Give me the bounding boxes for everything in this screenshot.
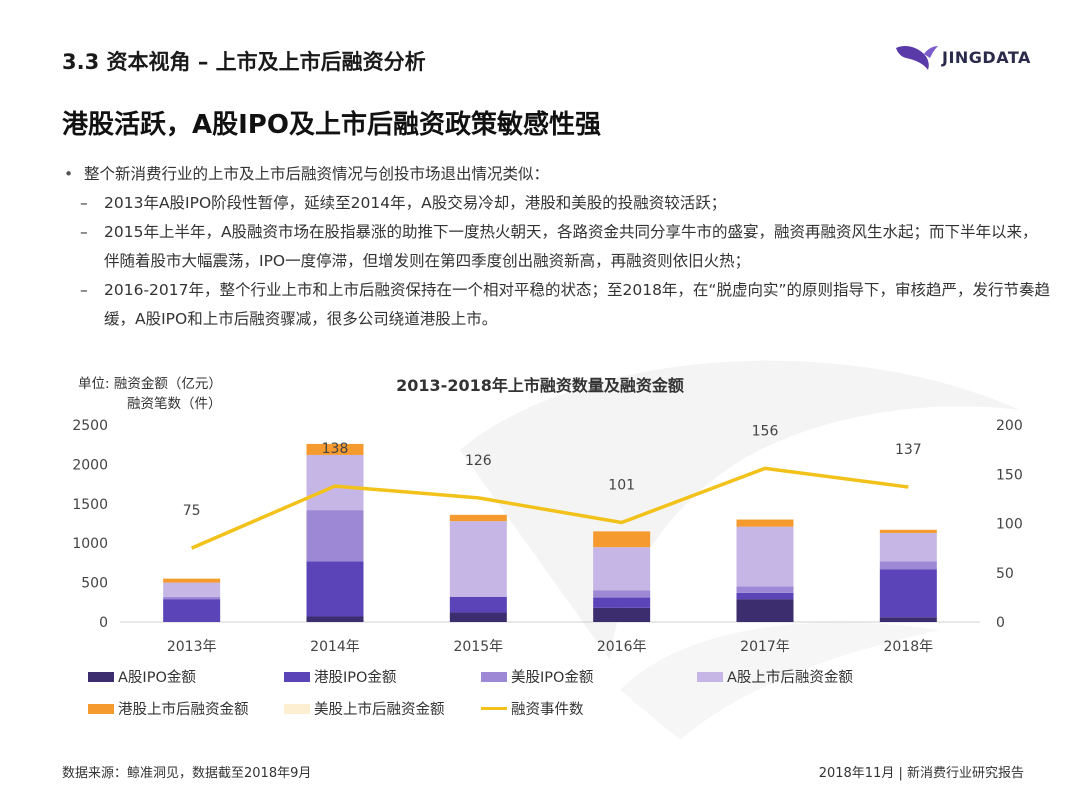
bullet-main: 整个新消费行业的上市及上市后融资情况与创投市场退出情况类似： bbox=[62, 160, 1052, 189]
x-tick-label: 2017年 bbox=[740, 639, 790, 655]
legend-label: 美股IPO金额 bbox=[511, 670, 594, 686]
legend-label: 美股上市后融资金额 bbox=[314, 702, 445, 718]
legend-item: 美股IPO金额 bbox=[481, 666, 593, 687]
legend-label: 港股IPO金额 bbox=[314, 670, 397, 686]
bar-segment bbox=[879, 529, 937, 533]
section-title: 3.3 资本视角 – 上市及上市后融资分析 bbox=[62, 50, 426, 74]
line-data-label: 137 bbox=[895, 442, 922, 458]
bar-segment bbox=[593, 607, 651, 622]
chart-unit-label: 单位: 融资金额（亿元） 融资笔数（件） bbox=[78, 374, 222, 414]
y-tick-left: 2000 bbox=[72, 457, 108, 473]
bullet-sub-item: – 2016-2017年，整个行业上市和上市后融资保持在一个相对平稳的状态；至2… bbox=[62, 276, 1052, 334]
legend-item: 融资事件数 bbox=[481, 698, 584, 719]
bar-segment bbox=[306, 443, 364, 455]
bar-segment bbox=[736, 599, 794, 622]
data-source: 数据来源：鲸准洞见，数据截至2018年9月 bbox=[62, 766, 312, 781]
legend-swatch bbox=[481, 707, 507, 710]
x-tick-label: 2014年 bbox=[310, 639, 360, 655]
legend-item: 港股IPO金额 bbox=[284, 666, 396, 687]
bar-segment bbox=[736, 526, 794, 587]
bar-segment bbox=[736, 592, 794, 600]
line-series-events bbox=[190, 466, 909, 550]
bullet-sub-text: 2016-2017年，整个行业上市和上市后融资保持在一个相对平稳的状态；至201… bbox=[104, 281, 1050, 328]
legend-swatch bbox=[284, 671, 310, 682]
legend-label: 港股上市后融资金额 bbox=[118, 702, 249, 718]
bar-segment bbox=[306, 561, 364, 617]
line-data-label: 138 bbox=[322, 441, 349, 457]
bar-segment bbox=[879, 532, 937, 562]
legend-item: 港股上市后融资金额 bbox=[88, 698, 249, 719]
bar-segment bbox=[593, 547, 651, 591]
y-tick-right: 50 bbox=[996, 566, 1014, 582]
unit-amount: 融资金额（亿元） bbox=[113, 376, 222, 392]
bar-segment bbox=[163, 599, 221, 622]
bar-segment bbox=[306, 510, 364, 562]
bar-segment bbox=[736, 586, 794, 593]
page-headline: 港股活跃，A股IPO及上市后融资政策敏感性强 bbox=[62, 110, 601, 140]
bar-segment bbox=[306, 616, 364, 622]
bar-segment bbox=[163, 577, 221, 579]
bullet-sub-item: – 2013年A股IPO阶段性暂停，延续至2014年，A股交易冷却，港股和美股的… bbox=[62, 189, 1052, 218]
legend-label: 融资事件数 bbox=[511, 702, 584, 718]
line-data-label: 126 bbox=[465, 453, 492, 469]
dash-marker: – bbox=[80, 223, 88, 241]
legend-label: A股上市后融资金额 bbox=[727, 670, 853, 686]
legend-item: A股IPO金额 bbox=[88, 666, 196, 687]
line-data-label: 75 bbox=[183, 503, 201, 519]
x-tick-label: 2015年 bbox=[454, 639, 504, 655]
unit-count: 融资笔数（件） bbox=[127, 396, 222, 412]
y-tick-left: 1500 bbox=[72, 497, 108, 513]
jingdata-logo: JINGDATA bbox=[894, 40, 1031, 74]
dash-marker: – bbox=[80, 194, 88, 212]
y-tick-right: 0 bbox=[996, 615, 1005, 631]
chart-title: 2013-2018年上市融资数量及融资金额 bbox=[396, 376, 684, 395]
legend-swatch bbox=[284, 703, 310, 714]
y-tick-right: 100 bbox=[996, 517, 1023, 533]
y-tick-right: 200 bbox=[996, 418, 1023, 434]
y-tick-left: 0 bbox=[99, 615, 108, 631]
y-tick-left: 1000 bbox=[72, 536, 108, 552]
bar-segment bbox=[736, 519, 794, 527]
bar-segment bbox=[593, 590, 651, 598]
y-tick-right: 150 bbox=[996, 467, 1023, 483]
legend-swatch bbox=[481, 671, 507, 682]
whale-logo-icon bbox=[896, 46, 938, 70]
legend-item: A股上市后融资金额 bbox=[697, 666, 853, 687]
unit-prefix: 单位: bbox=[78, 376, 110, 392]
legend-swatch bbox=[697, 671, 723, 682]
y-tick-left: 2500 bbox=[72, 418, 108, 434]
bullet-list: 整个新消费行业的上市及上市后融资情况与创投市场退出情况类似： – 2013年A股… bbox=[62, 160, 1052, 334]
dash-marker: – bbox=[80, 281, 88, 299]
legend-swatch bbox=[88, 703, 114, 714]
bar-segment bbox=[449, 514, 507, 522]
x-tick-label: 2016年 bbox=[597, 639, 647, 655]
line-data-label: 101 bbox=[608, 478, 635, 494]
bar-segment bbox=[593, 597, 651, 608]
bar-segment bbox=[306, 454, 364, 511]
y-tick-left: 500 bbox=[81, 576, 108, 592]
bar-segment bbox=[879, 569, 937, 618]
legend-swatch bbox=[88, 671, 114, 682]
bar-segment bbox=[449, 612, 507, 622]
bar-segment bbox=[163, 596, 221, 600]
bar-segment bbox=[879, 561, 937, 570]
line-data-label: 156 bbox=[752, 423, 779, 439]
bullet-sub-text: 2013年A股IPO阶段性暂停，延续至2014年，A股交易冷却，港股和美股的投融… bbox=[104, 194, 727, 212]
logo-text: JINGDATA bbox=[942, 47, 1031, 67]
footer-report-info: 2018年11月 | 新消费行业研究报告 bbox=[818, 766, 1024, 781]
bar-segment bbox=[449, 521, 507, 597]
x-tick-label: 2018年 bbox=[884, 639, 934, 655]
legend-item: 美股上市后融资金额 bbox=[284, 698, 445, 719]
bar-segment bbox=[449, 596, 507, 613]
bullet-sub-text: 2015年上半年，A股融资市场在股指暴涨的助推下一度热火朝天，各路资金共同分享牛… bbox=[104, 223, 1038, 270]
bar-segment bbox=[593, 531, 651, 548]
bar-segment bbox=[163, 578, 221, 583]
legend-label: A股IPO金额 bbox=[118, 670, 196, 686]
bar-segment bbox=[879, 617, 937, 622]
bar-segment bbox=[163, 582, 221, 597]
bullet-sub-item: – 2015年上半年，A股融资市场在股指暴涨的助推下一度热火朝天，各路资金共同分… bbox=[62, 218, 1052, 276]
x-tick-label: 2013年 bbox=[167, 639, 217, 655]
